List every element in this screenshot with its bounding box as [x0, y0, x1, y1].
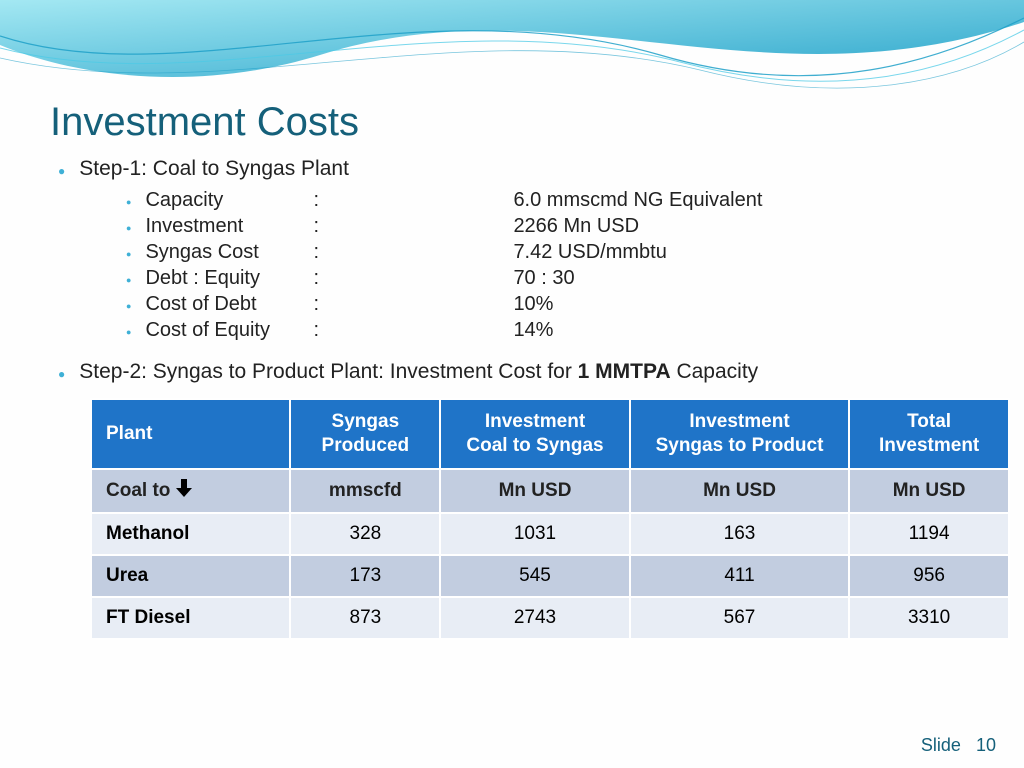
value-cell: 173	[290, 555, 440, 597]
units-label-cell: Coal to	[91, 469, 290, 513]
value-cell: 328	[290, 513, 440, 555]
col-header: SyngasProduced	[290, 399, 440, 469]
kv-colon: :	[313, 293, 513, 316]
kv-label: Investment	[145, 215, 313, 238]
kv-label: Capacity	[145, 189, 313, 212]
slide-footer: Slide 10	[921, 735, 996, 756]
investment-table: PlantSyngasProducedInvestmentCoal to Syn…	[90, 398, 1010, 640]
step2-heading: Step-2: Syngas to Product Plant: Investm…	[58, 360, 984, 384]
col-header: Plant	[91, 399, 290, 469]
kv-colon: :	[313, 215, 513, 238]
step1-row: Cost of Equity:14%	[126, 319, 984, 342]
kv-label: Cost of Debt	[145, 293, 313, 316]
kv-colon: :	[313, 319, 513, 342]
value-cell: 1194	[849, 513, 1009, 555]
col-header: TotalInvestment	[849, 399, 1009, 469]
units-cell: Mn USD	[440, 469, 630, 513]
value-cell: 956	[849, 555, 1009, 597]
arrow-down-icon	[176, 479, 192, 503]
value-cell: 873	[290, 597, 440, 639]
kv-colon: :	[313, 267, 513, 290]
value-cell: 545	[440, 555, 630, 597]
units-cell: Mn USD	[849, 469, 1009, 513]
units-row: Coal tommscfdMn USDMn USDMn USD	[91, 469, 1009, 513]
value-cell: 1031	[440, 513, 630, 555]
step1-row: Debt : Equity:70 : 30	[126, 267, 984, 290]
kv-label: Cost of Equity	[145, 319, 313, 342]
kv-colon: :	[313, 241, 513, 264]
col-header: InvestmentSyngas to Product	[630, 399, 849, 469]
step1-heading: Step-1: Coal to Syngas Plant	[58, 157, 984, 181]
kv-colon: :	[313, 189, 513, 212]
table-row: FT Diesel87327435673310	[91, 597, 1009, 639]
kv-label: Syngas Cost	[145, 241, 313, 264]
kv-value: 2266 Mn USD	[513, 215, 639, 238]
kv-value: 6.0 mmscmd NG Equivalent	[513, 189, 762, 212]
kv-value: 70 : 30	[513, 267, 574, 290]
kv-value: 7.42 USD/mmbtu	[513, 241, 666, 264]
units-cell: mmscfd	[290, 469, 440, 513]
step1-row: Investment:2266 Mn USD	[126, 215, 984, 238]
page-title: Investment Costs	[50, 100, 984, 145]
step1-row: Capacity:6.0 mmscmd NG Equivalent	[126, 189, 984, 212]
plant-cell: FT Diesel	[91, 597, 290, 639]
value-cell: 567	[630, 597, 849, 639]
step1-row: Cost of Debt:10%	[126, 293, 984, 316]
units-cell: Mn USD	[630, 469, 849, 513]
table-row: Urea173545411956	[91, 555, 1009, 597]
table-row: Methanol32810311631194	[91, 513, 1009, 555]
col-header: InvestmentCoal to Syngas	[440, 399, 630, 469]
plant-cell: Urea	[91, 555, 290, 597]
kv-label: Debt : Equity	[145, 267, 313, 290]
value-cell: 2743	[440, 597, 630, 639]
plant-cell: Methanol	[91, 513, 290, 555]
step1-row: Syngas Cost:7.42 USD/mmbtu	[126, 241, 984, 264]
value-cell: 163	[630, 513, 849, 555]
value-cell: 411	[630, 555, 849, 597]
kv-value: 10%	[513, 293, 553, 316]
value-cell: 3310	[849, 597, 1009, 639]
kv-value: 14%	[513, 319, 553, 342]
